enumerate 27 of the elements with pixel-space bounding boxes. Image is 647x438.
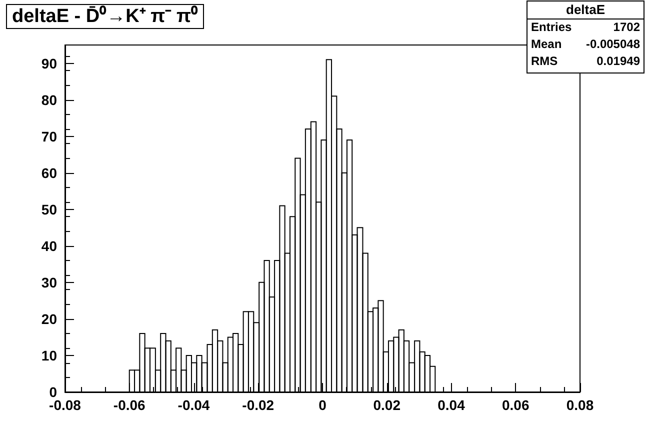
x-tick-label: -0.08 — [49, 397, 82, 413]
x-tick-label: 0.08 — [566, 397, 594, 413]
text: deltaE — [566, 2, 606, 17]
text: 0.01949 — [596, 54, 640, 68]
x-tick-label: 0.06 — [502, 397, 530, 413]
text: 1702 — [613, 20, 640, 34]
annotation: RMS — [531, 54, 558, 68]
chart-title: deltaE - D̄⁰→K⁺ π⁻ π⁰ — [12, 5, 198, 27]
y-tick-label: 0 — [49, 384, 58, 400]
annotation: Mean — [531, 37, 562, 51]
x-tick-label: 0.04 — [438, 397, 466, 413]
y-tick-label: 80 — [41, 92, 58, 108]
x-tick-label: 0 — [318, 397, 327, 413]
x-tick-label: -0.06 — [113, 397, 146, 413]
text: Entries — [531, 20, 572, 34]
x-tick-label: -0.04 — [178, 397, 210, 413]
y-tick-label: 90 — [41, 55, 58, 72]
x-tick-label: -0.02 — [242, 397, 274, 413]
y-tick-label: 70 — [41, 128, 58, 144]
y-tick-label: 50 — [41, 201, 58, 218]
y-tick-label: 30 — [41, 274, 58, 290]
x-tick-label: 0.02 — [373, 397, 401, 413]
y-tick-label: 60 — [41, 164, 58, 181]
y-tick-label: 40 — [41, 238, 58, 254]
y-tick-label: 10 — [41, 347, 58, 364]
text: -0.005048 — [586, 37, 640, 51]
y-tick-label: 20 — [41, 310, 58, 327]
